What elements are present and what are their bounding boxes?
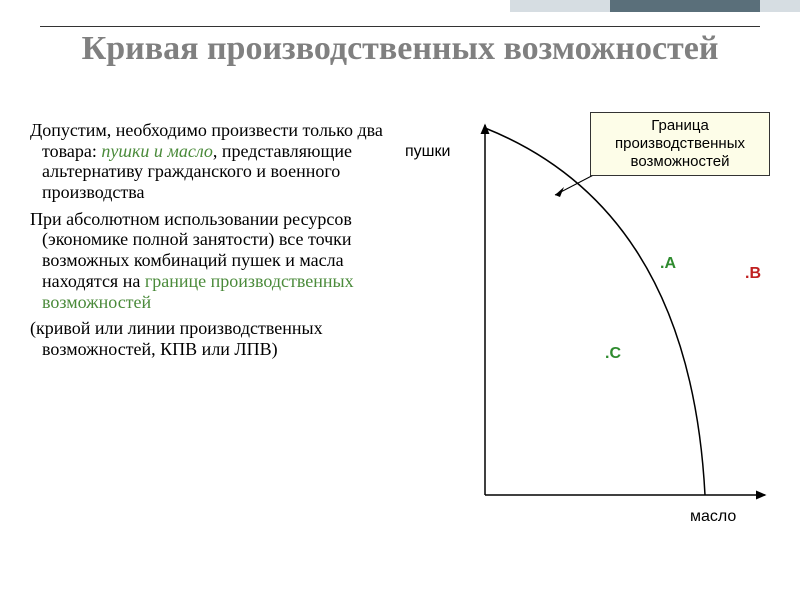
y-axis-label: пушки: [405, 143, 450, 161]
point-a-label: А: [664, 255, 676, 272]
paragraph-3: (кривой или линии производственных возмо…: [30, 318, 400, 359]
paragraph-1: Допустим, необходимо произвести только д…: [30, 120, 400, 203]
p1-b: пушки и масло: [101, 141, 213, 161]
callout-label: Граница производственных возможностей: [615, 117, 745, 170]
y-axis-label-text: пушки: [405, 143, 450, 160]
header-bars: [510, 0, 800, 12]
p3: (кривой или линии производственных возмо…: [30, 318, 323, 359]
callout-box: Граница производственных возможностей: [590, 112, 770, 176]
point-c-label: С: [609, 345, 621, 362]
point-b: .В: [745, 265, 761, 283]
bar-dark: [610, 0, 760, 12]
point-b-label: В: [749, 265, 761, 282]
body-text: Допустим, необходимо произвести только д…: [30, 120, 400, 366]
bar-light: [510, 0, 610, 12]
ppf-curve: [485, 128, 705, 495]
callout-arrowhead: [555, 187, 564, 197]
x-axis-label: масло: [690, 508, 736, 526]
point-a: .А: [660, 255, 676, 273]
bar-light-2: [760, 0, 800, 12]
page-title: Кривая производственных возможностей: [0, 30, 800, 67]
x-axis-label-text: масло: [690, 508, 736, 525]
ppf-chart: Граница производственных возможностей пу…: [400, 110, 780, 530]
paragraph-2: При абсолютном использовании ресурсов (э…: [30, 209, 400, 312]
point-c: .С: [605, 345, 621, 363]
title-rule: [40, 26, 760, 27]
